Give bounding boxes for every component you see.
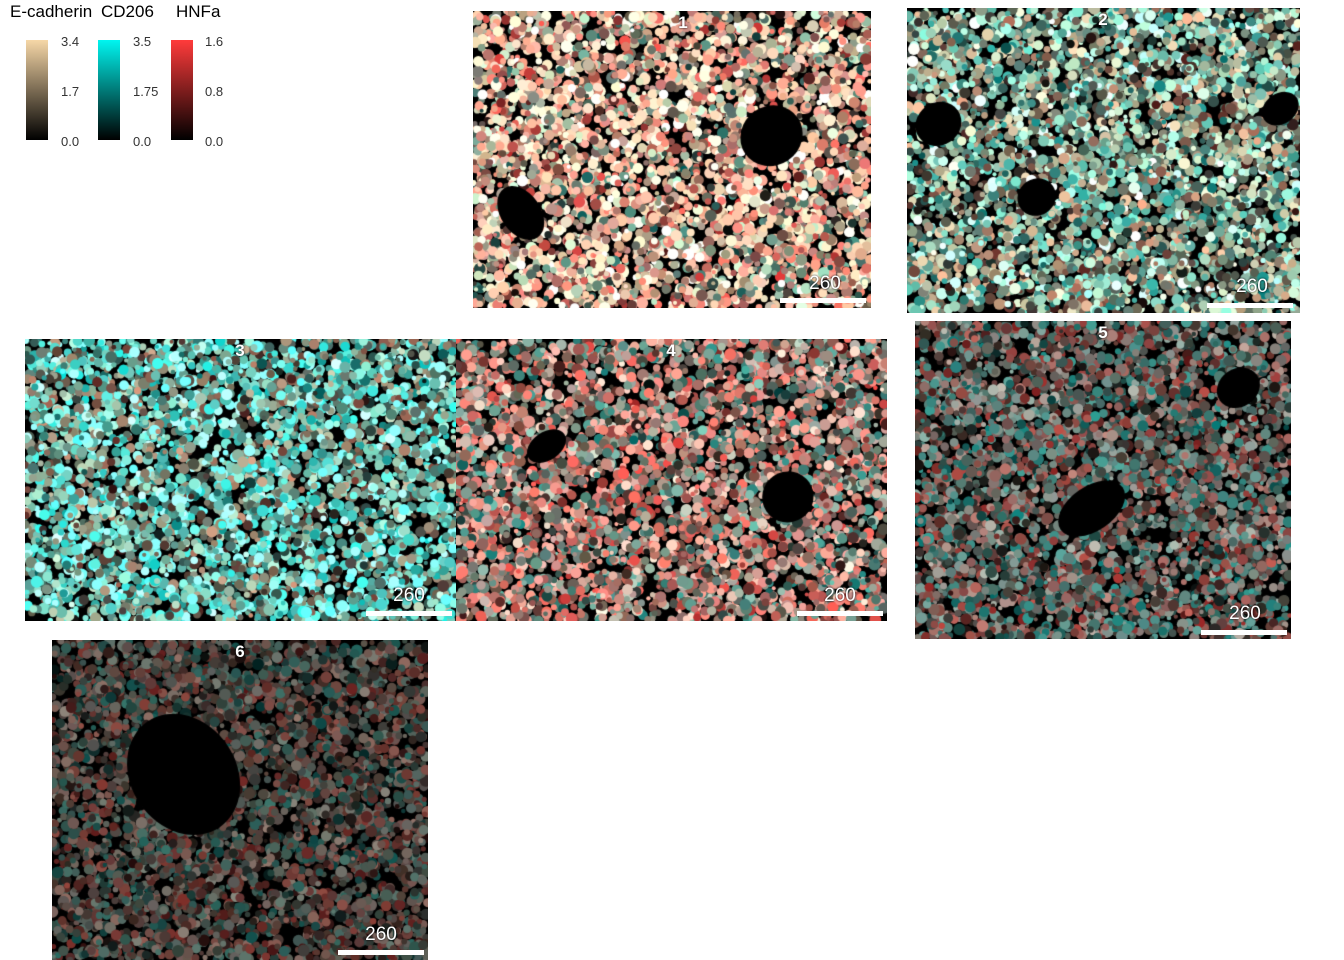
scale-bar bbox=[797, 611, 883, 616]
cell-expression-map-6 bbox=[52, 640, 428, 960]
ecadherin-tick-mid: 1.7 bbox=[61, 84, 80, 99]
scale-bar bbox=[1201, 630, 1287, 635]
panel-label: 4 bbox=[666, 341, 676, 360]
ecadherin-colorbar bbox=[26, 40, 48, 140]
legend-title-cd206: CD206 bbox=[101, 2, 154, 21]
scale-bar-label: 260 bbox=[809, 273, 841, 294]
cell-expression-map-5 bbox=[915, 321, 1291, 639]
color-legend: E-cadherin CD206 HNFa 3.4 1.7 0.0 3.5 1.… bbox=[0, 0, 240, 150]
panel-2: 2 260 bbox=[907, 8, 1300, 313]
ecadherin-tick-max: 3.4 bbox=[61, 34, 80, 49]
panel-6: 6 260 bbox=[52, 640, 428, 960]
scale-bar bbox=[338, 950, 424, 955]
cd206-colorbar bbox=[98, 40, 120, 140]
scale-bar-label: 260 bbox=[393, 585, 425, 606]
ecadherin-tick-min: 0.0 bbox=[61, 134, 80, 149]
scale-bar bbox=[366, 611, 452, 616]
panel-label: 1 bbox=[678, 13, 688, 32]
cell-expression-map-3 bbox=[25, 339, 456, 621]
hnfa-tick-max: 1.6 bbox=[205, 34, 224, 49]
legend-title-ecadherin: E-cadherin bbox=[10, 2, 93, 21]
panel-5: 5 260 bbox=[915, 321, 1291, 639]
panel-3: 3 260 bbox=[25, 339, 456, 621]
panel-label: 3 bbox=[235, 341, 245, 360]
cd206-tick-mid: 1.75 bbox=[133, 84, 159, 99]
scale-bar-label: 260 bbox=[1229, 603, 1261, 624]
hnfa-colorbar bbox=[171, 40, 193, 140]
hnfa-tick-min: 0.0 bbox=[205, 134, 224, 149]
cell-expression-map-2 bbox=[907, 8, 1300, 313]
panel-label: 5 bbox=[1098, 323, 1108, 342]
scale-bar-label: 260 bbox=[824, 585, 856, 606]
cell-expression-map-4 bbox=[456, 339, 887, 621]
cd206-tick-max: 3.5 bbox=[133, 34, 152, 49]
scale-bar-label: 260 bbox=[1236, 276, 1268, 297]
panel-4: 4 260 bbox=[456, 339, 887, 621]
scale-bar bbox=[1207, 303, 1293, 308]
cell-expression-map-1 bbox=[473, 11, 871, 308]
cd206-tick-min: 0.0 bbox=[133, 134, 152, 149]
panel-label: 6 bbox=[235, 642, 245, 661]
hnfa-tick-mid: 0.8 bbox=[205, 84, 224, 99]
scale-bar-label: 260 bbox=[365, 924, 397, 945]
panel-1: 1 260 bbox=[473, 11, 871, 308]
scale-bar bbox=[780, 298, 866, 303]
panel-label: 2 bbox=[1098, 10, 1108, 29]
legend-title-hnfa: HNFa bbox=[176, 2, 221, 21]
